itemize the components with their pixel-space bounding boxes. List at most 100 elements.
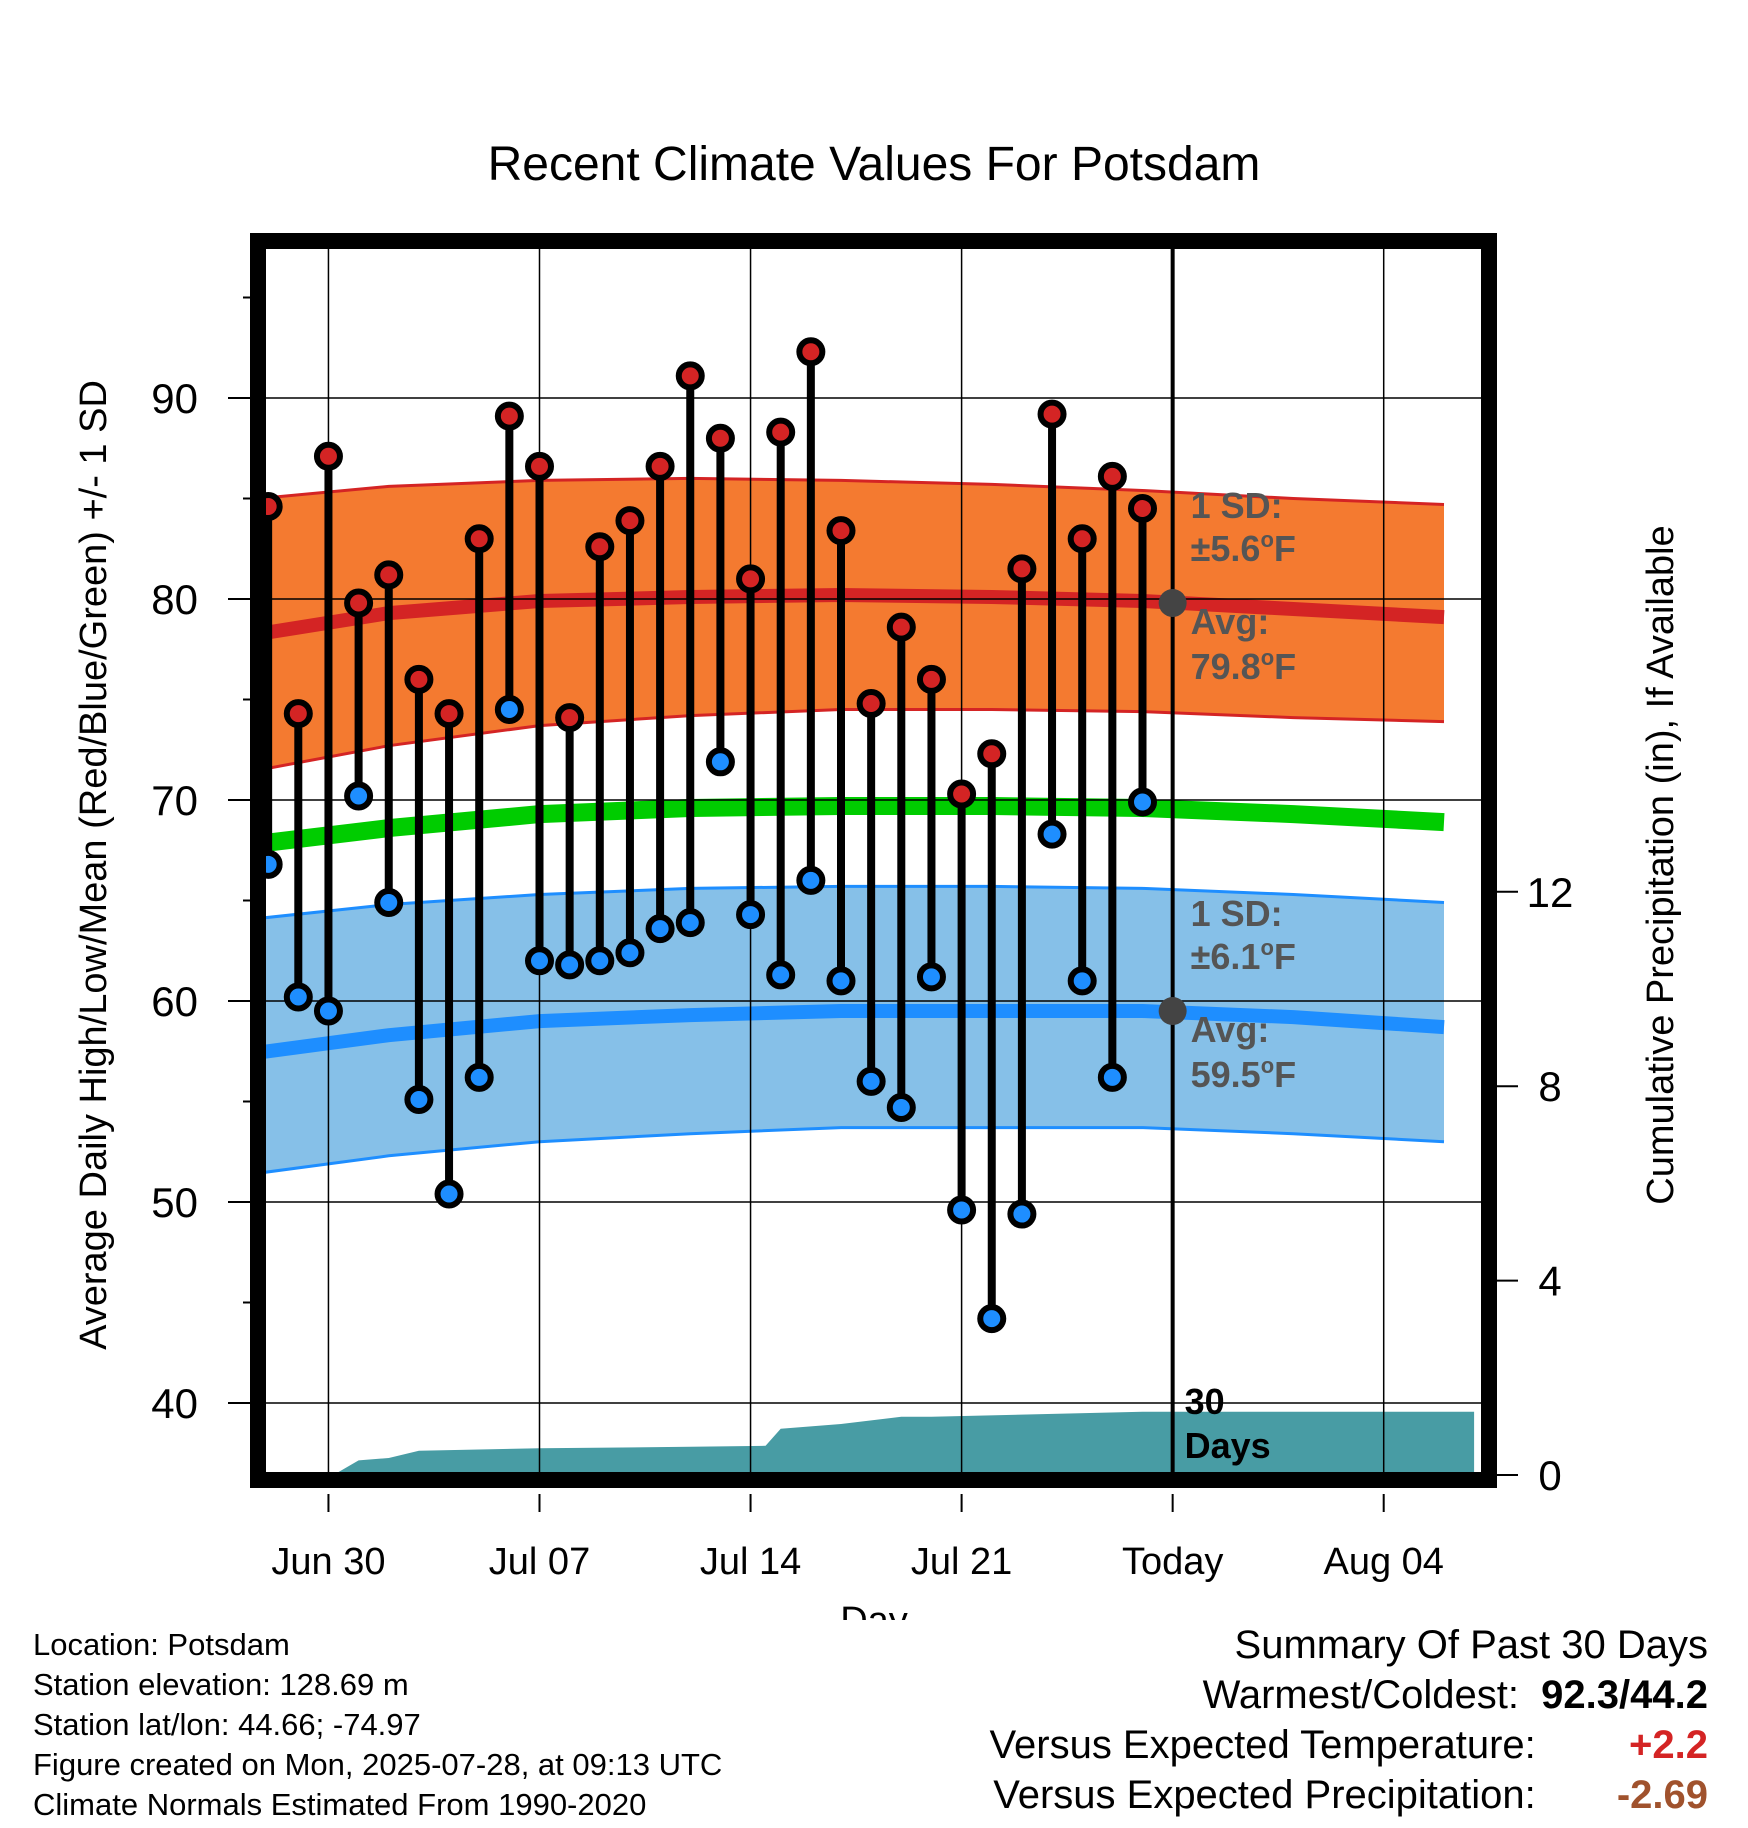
y2-tick-label: 0 (1538, 1452, 1561, 1499)
daily-low-point (1037, 819, 1067, 849)
daily-high-point (977, 739, 1007, 769)
daily-high-point (796, 337, 826, 367)
plot-inner (263, 246, 1484, 1475)
daily-high-point (434, 699, 464, 729)
low-avg-label: Avg: (1191, 1009, 1270, 1050)
daily-low-point (494, 695, 524, 725)
daily-high-point (555, 703, 585, 733)
temp-label: Versus Expected Temperature: (989, 1723, 1536, 1767)
chart-title: Recent Climate Values For Potsdam (488, 138, 1261, 191)
daily-high-point (947, 779, 977, 809)
high-avg-label: Avg: (1191, 601, 1270, 642)
daily-high-point (675, 361, 705, 391)
daily-high-point (1097, 461, 1127, 491)
today-high-avg-marker (1158, 589, 1187, 618)
low-sd-value: ±6.1oF (1191, 935, 1296, 977)
normals-text: Climate Normals Estimated From 1990-2020 (33, 1787, 647, 1822)
daily-low-point (585, 946, 615, 976)
high-sd-value: ±5.6oF (1191, 527, 1296, 569)
y2-axis-label: Cumulative Precipitation (in), If Availa… (1640, 525, 1682, 1204)
daily-low-point (374, 888, 404, 918)
y-tick-label: 80 (151, 576, 198, 623)
days-word-label: Days (1185, 1425, 1271, 1466)
high-sd-band (263, 478, 1444, 770)
daily-low-point (404, 1084, 434, 1114)
daily-high-point (1007, 554, 1037, 584)
low-sd-label: 1 SD: (1191, 893, 1283, 934)
daily-low-point (1128, 787, 1157, 817)
daily-low-point (856, 1066, 886, 1096)
daily-high-point (374, 560, 404, 590)
summary-warm-cold: Warmest/Coldest: 92.3/44.2 (990, 1670, 1708, 1720)
daily-low-point (434, 1179, 464, 1209)
daily-high-point (1067, 524, 1097, 554)
x-tick-label: Jul 07 (489, 1541, 590, 1583)
daily-high-point (344, 588, 374, 618)
daily-high-point (916, 664, 946, 694)
high-sd-upper-line (263, 476, 1445, 506)
daily-high-point (464, 524, 494, 554)
daily-high-point (1128, 494, 1157, 524)
days-count-label: 30 (1185, 1381, 1225, 1422)
low-avg-value: 59.5oF (1191, 1053, 1297, 1095)
daily-high-point (886, 612, 916, 642)
y-tick-label: 40 (151, 1380, 198, 1427)
daily-high-point (615, 506, 645, 536)
daily-high-point (313, 441, 343, 471)
x-tick-label: Aug 04 (1323, 1541, 1443, 1583)
daily-low-point (263, 849, 283, 879)
x-axis-label: Day (840, 1600, 908, 1620)
daily-low-point (766, 960, 796, 990)
summary-title: Summary Of Past 30 Days (1234, 1623, 1708, 1667)
daily-low-point (1097, 1062, 1127, 1092)
daily-low-point (826, 966, 856, 996)
y2-tick-label: 8 (1538, 1063, 1561, 1110)
daily-low-point (525, 946, 554, 976)
low-sd-lower-line (263, 1126, 1445, 1175)
x-tick-label: Jun 30 (271, 1541, 385, 1583)
daily-high-point (283, 699, 313, 729)
y-tick-label: 70 (151, 777, 198, 824)
daily-high-point (856, 689, 886, 719)
daily-high-point (766, 417, 796, 447)
high-sd-label: 1 SD: (1191, 485, 1283, 526)
precip-value: -2.69 (1616, 1773, 1708, 1817)
today-low-avg-marker (1158, 997, 1187, 1026)
y-tick-label: 50 (151, 1179, 198, 1226)
daily-low-point (796, 865, 826, 895)
daily-low-point (947, 1195, 977, 1225)
daily-high-point (826, 516, 856, 546)
daily-low-point (615, 938, 645, 968)
warm-cold-value: 92.3/44.2 (1541, 1673, 1708, 1717)
daily-low-point (1007, 1199, 1037, 1229)
daily-low-point (464, 1062, 494, 1092)
daily-low-point (886, 1093, 916, 1123)
station-info: Location: Potsdam Station elevation: 128… (33, 1625, 722, 1825)
daily-low-point (977, 1304, 1007, 1334)
x-tick-label: Jul 21 (911, 1541, 1012, 1583)
daily-low-point (736, 900, 766, 930)
daily-low-point (555, 950, 585, 980)
daily-high-point (1037, 399, 1067, 429)
daily-high-point (736, 564, 766, 594)
elevation-text: Station elevation: 128.69 m (33, 1667, 409, 1702)
y-tick-label: 60 (151, 978, 198, 1025)
climate-chart: Recent Climate Values For Potsdam Day Av… (73, 138, 1682, 1620)
summary-precip: Versus Expected Precipitation: -2.69 (990, 1770, 1708, 1820)
y2-tick-label: 4 (1538, 1258, 1561, 1305)
created-text: Figure created on Mon, 2025-07-28, at 09… (33, 1747, 723, 1782)
precip-area (263, 1411, 1475, 1475)
summary-panel: Summary Of Past 30 Days Warmest/Coldest:… (990, 1620, 1708, 1820)
y-tick-label: 90 (151, 375, 198, 422)
latlon-text: Station lat/lon: 44.66; -74.97 (33, 1707, 421, 1742)
daily-high-point (494, 401, 524, 431)
daily-low-point (344, 781, 374, 811)
location-text: Location: Potsdam (33, 1627, 290, 1662)
daily-low-point (1067, 966, 1097, 996)
summary-temp: Versus Expected Temperature: +2.2 (990, 1720, 1708, 1770)
daily-low-point (916, 962, 946, 992)
low-avg-line (263, 1004, 1445, 1060)
x-tick-label: Jul 14 (700, 1541, 801, 1583)
daily-low-point (705, 747, 735, 777)
y2-tick-label: 12 (1527, 869, 1574, 916)
